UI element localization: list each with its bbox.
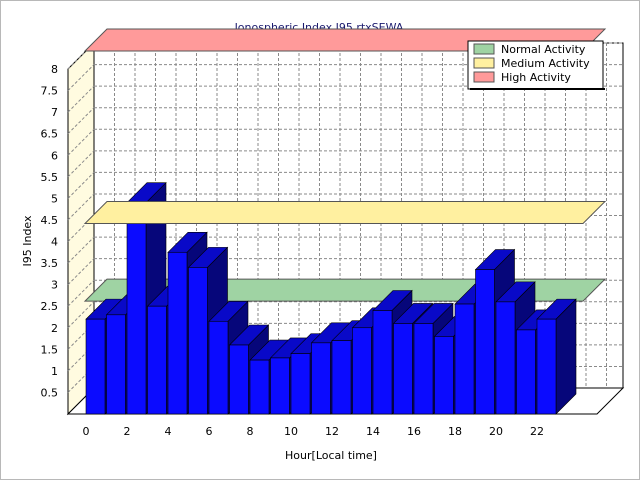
bar-front: [434, 336, 454, 415]
x-tick-label: 12: [325, 425, 339, 438]
bar-front: [106, 314, 126, 415]
x-axis-label: Hour[Local time]: [285, 449, 377, 462]
x-tick-label: 6: [206, 425, 213, 438]
y-tick-label: 6: [51, 149, 58, 162]
y-tick-label: 0.5: [41, 386, 59, 399]
y-tick-label: 3: [51, 279, 58, 292]
activity-bands-front: [83, 201, 607, 224]
grid-line: [67, 128, 95, 156]
legend-label: Medium Activity: [501, 57, 590, 70]
bar: [536, 298, 577, 415]
bar-front: [208, 320, 229, 415]
y-tick-label: 4.5: [41, 214, 59, 227]
bar-front: [413, 323, 434, 415]
grid-line: [67, 279, 95, 307]
y-axis-label: I95 Index: [21, 215, 34, 267]
x-tick-label: 14: [366, 425, 380, 438]
y-tick-label: 1: [51, 365, 58, 378]
band-1: [83, 201, 607, 224]
legend-swatch: [473, 43, 495, 55]
legend-swatch: [473, 71, 495, 83]
bar-front: [536, 318, 557, 415]
grid-line: [67, 301, 95, 329]
y-tick-label: 4: [51, 236, 58, 249]
bar-front: [188, 267, 208, 415]
bar-front: [331, 340, 352, 415]
y-tick-label: 6.5: [41, 128, 59, 141]
bar-front: [290, 353, 311, 415]
x-tick-label: 0: [83, 425, 90, 438]
bar-front: [475, 269, 495, 415]
x-tick-label: 2: [124, 425, 131, 438]
bar-front: [147, 305, 167, 415]
grid-line: [67, 258, 95, 285]
y-tick-label: 3.5: [41, 257, 59, 270]
y-tick-label: 7: [51, 106, 58, 119]
y-tick-label: 2.5: [41, 300, 59, 313]
y-tick-label: 7.5: [41, 85, 59, 98]
grid-line: [67, 193, 95, 221]
bar-front: [85, 318, 106, 415]
bar-front: [167, 251, 188, 415]
bar-front: [229, 344, 249, 415]
bar-front: [372, 310, 393, 415]
grid-line: [67, 107, 95, 135]
bar-front: [393, 323, 413, 415]
grid-line: [67, 172, 95, 199]
axis-ticks: 0.5 1 1.5 2 2.5 3 3.5 4 4.5 5 5.5 6 6.5 7 7.5 8 0 2 4 6 8 10 1…: [41, 63, 545, 438]
bar-front: [454, 303, 475, 415]
x-tick-label: 4: [165, 425, 172, 438]
bar-front: [516, 329, 536, 415]
legend-swatch: [473, 57, 495, 69]
x-tick-label: 22: [530, 425, 544, 438]
bars: [85, 181, 577, 415]
legend-shadow: [470, 88, 605, 90]
grid-line: [67, 236, 95, 264]
legend-label: High Activity: [501, 71, 571, 84]
x-tick-label: 10: [284, 425, 298, 438]
bar-front: [311, 342, 331, 415]
y-tick-label: 5: [51, 192, 58, 205]
bar-front: [352, 327, 372, 415]
bar-front: [495, 301, 516, 415]
legend-label: Normal Activity: [501, 43, 586, 56]
bar-front: [249, 359, 270, 415]
grid-line: [67, 150, 95, 178]
x-tick-label: 20: [489, 425, 503, 438]
x-tick-label: 16: [407, 425, 421, 438]
y-tick-label: 2: [51, 322, 58, 335]
x-tick-label: 18: [448, 425, 462, 438]
grid-line: [67, 85, 95, 113]
y-tick-label: 8: [51, 63, 58, 76]
bar-front: [126, 202, 147, 415]
grid-line: [67, 64, 95, 91]
bar-front: [270, 357, 290, 415]
y-tick-label: 1.5: [41, 343, 59, 356]
x-tick-label: 8: [247, 425, 254, 438]
y-tick-label: 5.5: [41, 171, 59, 184]
